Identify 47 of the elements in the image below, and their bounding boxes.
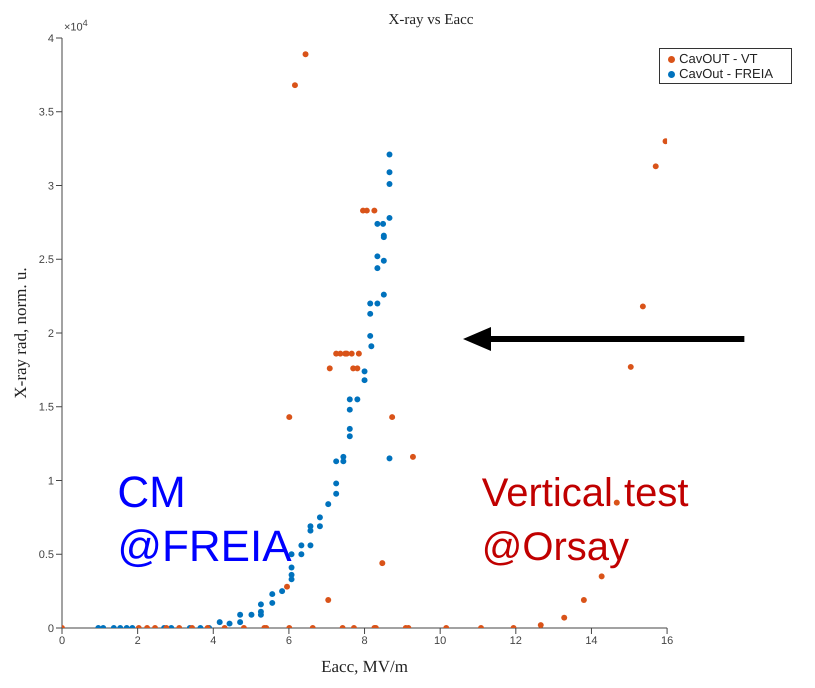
x-tick-label: 16 [660,634,674,647]
annotation: CM @FREIA [117,466,292,573]
y-tick-label: 3 [48,180,54,192]
point [379,560,386,566]
point [538,622,544,628]
annotation: Vertical test @Orsay [482,470,688,571]
y-tick-label: 2.5 [38,254,54,266]
point [614,500,620,506]
point [598,573,605,580]
point [580,596,587,603]
y-tick-label: 2 [48,328,54,340]
x-tick-label: 4 [210,634,216,647]
x-tick-label: 8 [361,634,368,647]
point [628,364,634,370]
y-axis-title: X-ray rad, norm. u. [11,267,30,399]
point [640,303,646,310]
y-tick-label: 0 [48,622,54,635]
point [371,208,378,214]
y-tick-label: 0.5 [38,549,54,562]
point [286,414,292,420]
point [325,596,332,603]
point [326,365,333,372]
chart-title: X-ray vs Eacc [388,12,474,28]
y-tick-label: 1.5 [38,402,54,414]
x-tick-label: 10 [434,634,446,647]
point [652,163,659,170]
point [302,51,309,58]
x-tick-label: 12 [510,634,522,647]
point [662,138,668,144]
point [348,350,355,357]
point [561,614,568,621]
x-tick-label: 0 [58,634,66,647]
point [292,82,298,88]
point [356,350,362,357]
point [284,584,290,590]
y-tick-label: 4 [48,32,54,45]
y-tick-label: 1 [48,475,54,488]
y-tick-label: 3.5 [38,106,54,119]
x-axis-title: Eacc, MV/m [321,657,408,676]
x-tick-label: 2 [134,634,141,647]
point [389,414,396,420]
legend-label: CavOUT - VT [679,51,758,66]
point [410,454,416,460]
x-tick-label: 6 [286,634,292,647]
text: ×10$^{4}$ [64,18,88,34]
legend-label: CavOut - FREIA [679,66,773,81]
x-tick-label: 14 [585,634,598,647]
